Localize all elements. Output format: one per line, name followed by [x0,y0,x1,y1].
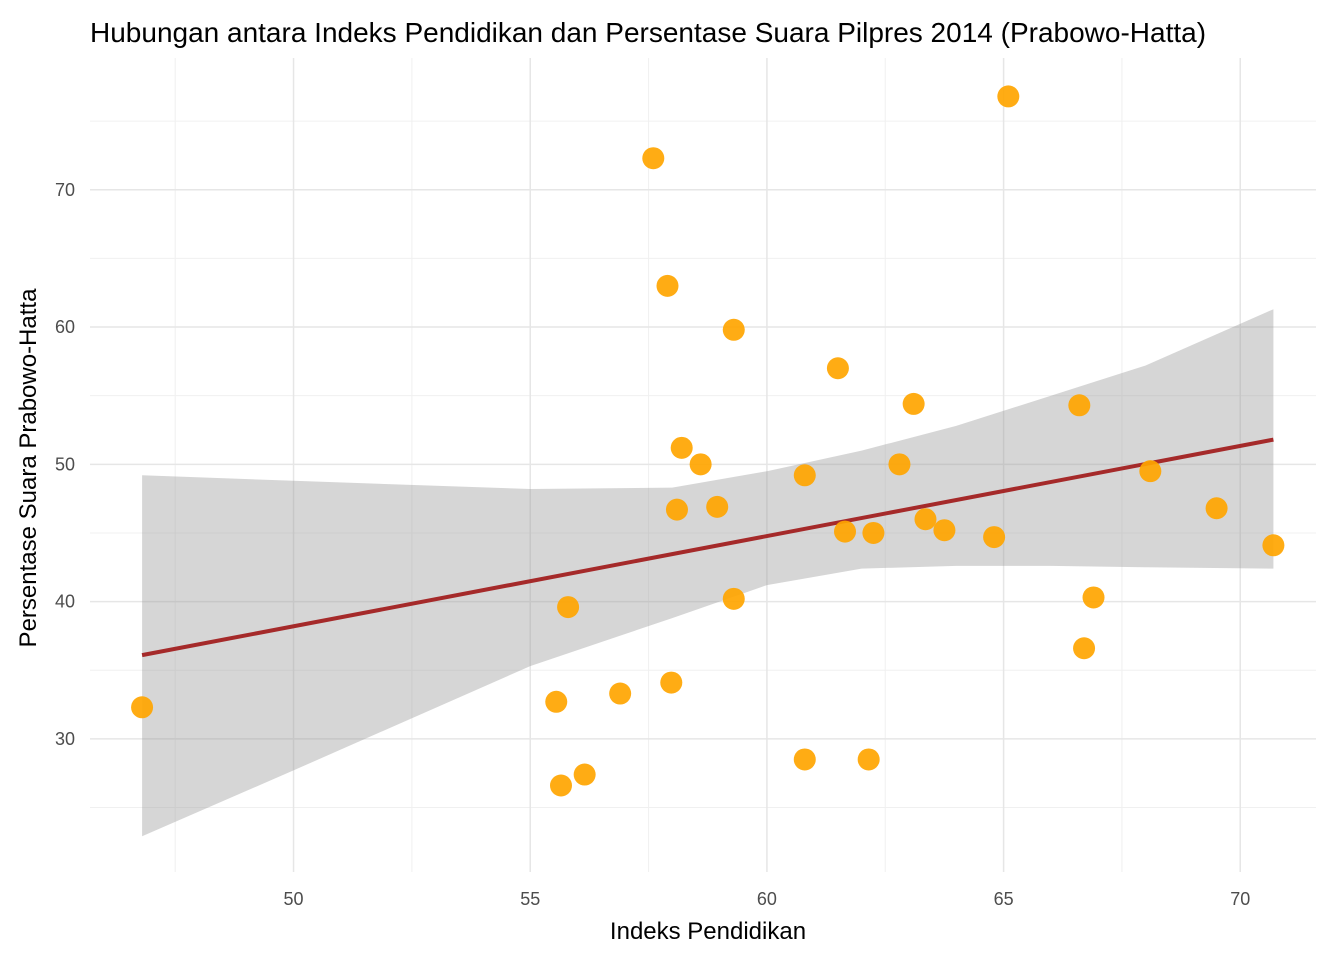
x-tick-label: 55 [520,889,540,909]
data-point [573,763,596,786]
x-axis-title: Indeks Pendidikan [610,918,806,945]
data-point [1262,534,1285,557]
data-point [1139,460,1162,483]
data-point [1205,497,1228,520]
data-point [656,274,679,297]
data-point [862,521,885,544]
data-point [557,596,580,619]
data-point [933,519,956,542]
x-tick-label: 65 [994,889,1014,909]
x-tick-label: 50 [284,889,304,909]
data-point [722,587,745,610]
confidence-band [142,309,1274,837]
data-point [722,318,745,341]
major-gridlines [90,58,1316,872]
data-point [545,690,568,713]
data-point [660,671,683,694]
y-tick-label: 60 [55,317,75,337]
data-point [689,453,712,476]
data-point [670,436,693,459]
data-point [1068,394,1091,417]
data-point [642,147,665,170]
y-axis-title: Persentase Suara Prabowo-Hatta [15,288,42,648]
data-point [834,520,857,543]
trend-line [141,437,1274,658]
data-point [902,392,925,415]
data-point [793,464,816,487]
y-tick-label: 70 [55,180,75,200]
y-tick-label: 40 [55,592,75,612]
y-tick-label: 50 [55,454,75,474]
y-tick-label: 30 [55,729,75,749]
data-point [983,526,1006,549]
x-tick-labels: 50 55 60 65 70 [284,889,1251,909]
data-point [888,453,911,476]
data-point [549,774,572,797]
data-point [857,748,880,771]
y-tick-labels: 30 40 50 60 70 [55,180,75,749]
data-point [1082,586,1105,609]
data-points [131,85,1285,797]
data-point [706,495,729,518]
chart-title: Hubungan antara Indeks Pendidikan dan Pe… [90,17,1206,48]
data-point [997,85,1020,108]
data-point [1073,637,1096,660]
data-point [793,748,816,771]
x-tick-label: 70 [1230,889,1250,909]
data-point [131,696,154,719]
data-point [665,498,688,521]
data-point [914,508,937,531]
data-point [609,682,632,705]
x-tick-label: 60 [757,889,777,909]
data-point [826,357,849,380]
